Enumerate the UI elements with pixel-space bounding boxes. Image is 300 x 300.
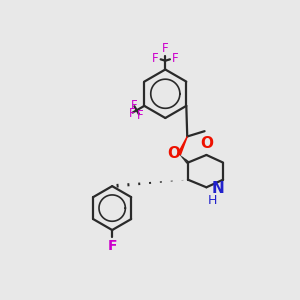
- Text: F: F: [128, 107, 135, 120]
- Text: F: F: [136, 109, 143, 122]
- Text: O: O: [168, 146, 181, 160]
- Text: F: F: [152, 52, 159, 65]
- Text: F: F: [172, 52, 178, 65]
- Text: F: F: [130, 99, 137, 112]
- Polygon shape: [178, 136, 187, 155]
- Text: H: H: [208, 194, 217, 207]
- Text: N: N: [212, 181, 224, 196]
- Text: F: F: [162, 42, 169, 55]
- Text: F: F: [107, 238, 117, 253]
- Text: O: O: [200, 136, 213, 151]
